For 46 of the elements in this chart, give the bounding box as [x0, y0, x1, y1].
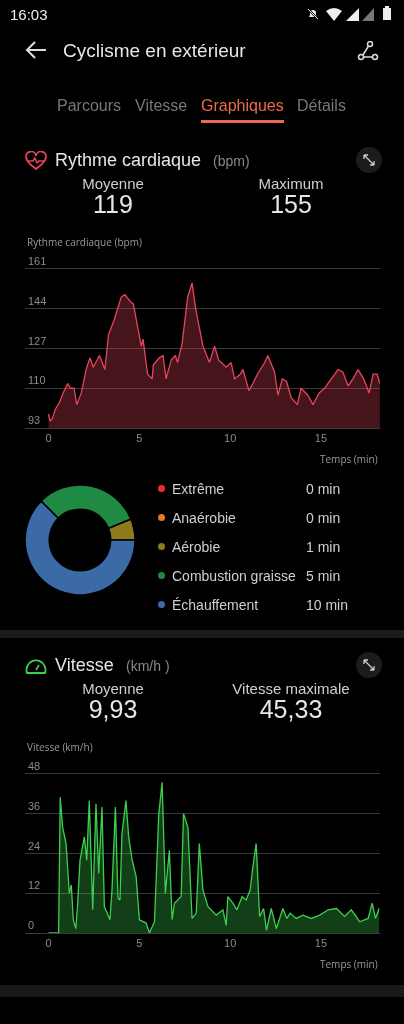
chart-title: Vitesse [55, 655, 114, 676]
y-tick-label: 48 [28, 760, 41, 773]
text: 0 min [306, 481, 341, 497]
text: Détails [297, 97, 346, 115]
text: Vitesse [135, 97, 188, 115]
text: 0 min [306, 510, 341, 526]
x-tick-label: 5 [136, 432, 143, 445]
data-label: 5 min [306, 568, 341, 584]
text: Cyclisme en extérieur [63, 40, 246, 62]
legend-label: Échauffement [172, 597, 259, 613]
y-tick-label: 144 [28, 294, 47, 307]
chart-title: Rythme cardiaque [55, 150, 202, 171]
text: 45,33 [258, 695, 324, 724]
legend-label: Extrême [172, 481, 225, 497]
x-tick-label: 15 [314, 937, 328, 950]
y-tick-label: 24 [28, 839, 41, 852]
y-tick-label: 12 [28, 879, 41, 892]
text: 16:03 [10, 6, 48, 23]
y-axis-title: Rythme cardiaque (bpm) [27, 235, 142, 249]
y-tick-label: 0 [28, 919, 35, 932]
data-label: 10 min [306, 597, 349, 613]
text: Vitesse maximale [231, 680, 351, 697]
chart-subtitle: (km/h ) [126, 658, 170, 674]
text: Moyenne [81, 680, 145, 697]
x-axis-title: Temps (min) [320, 452, 378, 466]
text: Graphiques [201, 97, 284, 115]
y-tick-label: 161 [28, 255, 47, 268]
y-tick-label: 127 [28, 334, 47, 347]
y-tick-label: 36 [28, 799, 41, 812]
x-tick-label: 10 [224, 937, 237, 950]
y-tick-label: 93 [28, 414, 41, 427]
data-label: 1 min [306, 539, 341, 555]
text: 155 [269, 190, 313, 219]
x-tick-label: 10 [224, 432, 237, 445]
legend-label: Combustion graisse [172, 568, 296, 584]
text: Parcours [57, 97, 122, 115]
text: Moyenne [81, 175, 145, 192]
x-axis-title: Temps (min) [320, 957, 378, 971]
y-tick-label: 110 [28, 374, 46, 387]
x-tick-label: 5 [136, 937, 143, 950]
chart-subtitle: (bpm) [213, 153, 250, 169]
legend-label: Anaérobie [172, 510, 236, 526]
y-axis-title: Vitesse (km/h) [27, 740, 93, 754]
x-tick-label: 15 [314, 432, 328, 445]
legend-label: Aérobie [172, 539, 221, 555]
text: Maximum [257, 175, 325, 192]
